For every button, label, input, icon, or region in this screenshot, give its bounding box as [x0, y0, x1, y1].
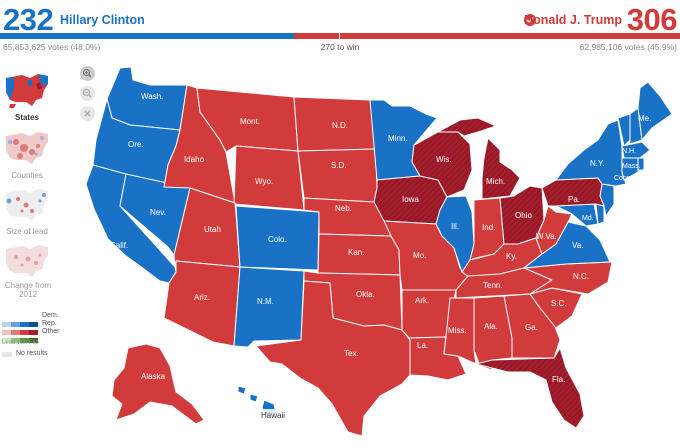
label-nd: N.D. — [332, 121, 348, 130]
label-or: Ore. — [128, 140, 144, 149]
label-ct: Conn. — [614, 175, 633, 182]
label-nv: Nev. — [150, 208, 166, 217]
label-wv: W.Va. — [536, 232, 557, 241]
label-tx: Tex. — [344, 349, 359, 358]
legend-row-dem: Dem. — [2, 312, 59, 327]
state-mi[interactable] — [481, 137, 521, 200]
state-de[interactable] — [595, 203, 605, 225]
label-hi: Hawaii — [261, 411, 285, 420]
label-ne: Neb. — [335, 204, 352, 213]
legend-row-other: Other — [2, 328, 60, 343]
label-wi: Wis. — [436, 155, 452, 164]
label-az: Ariz. — [194, 293, 210, 302]
hawaii-label-bg — [259, 409, 285, 420]
label-me: Me. — [638, 114, 651, 123]
no-results-label: No results — [16, 350, 48, 357]
state-fl[interactable] — [475, 347, 585, 429]
winner-check-icon — [524, 14, 536, 26]
label-ma: Mass. — [622, 163, 641, 170]
electoral-bar-270-marker — [339, 33, 340, 39]
label-nc: N.C. — [573, 272, 589, 281]
state-sd[interactable] — [297, 148, 378, 203]
state-nm[interactable] — [233, 266, 305, 348]
zoom-out-button[interactable] — [80, 86, 95, 101]
zoom-in-icon — [82, 68, 92, 78]
zoom-in-button[interactable] — [80, 66, 95, 81]
label-oh: Ohio — [515, 211, 532, 220]
view-change-from-2012-thumbnail[interactable] — [2, 241, 52, 281]
label-nm: N.M. — [257, 297, 274, 306]
label-ok: Okla. — [356, 290, 375, 299]
dem-electoral-votes: 232 — [3, 2, 54, 37]
close-icon — [84, 110, 91, 117]
electoral-bar-dem — [0, 33, 294, 39]
label-ar: Ark. — [415, 296, 429, 305]
label-tn: Tenn. — [483, 281, 503, 290]
reset-zoom-button[interactable] — [80, 106, 95, 121]
label-ak: Alaska — [141, 372, 166, 381]
label-ca: Calif. — [110, 241, 128, 250]
label-pa: Pa. — [568, 195, 580, 204]
state-mi-up[interactable] — [437, 117, 497, 137]
label-ny: N.Y. — [590, 159, 605, 168]
view-change-from-2012-label[interactable]: Change from 2012 — [4, 281, 52, 299]
view-states-thumbnail[interactable] — [2, 70, 52, 110]
dem-popular-votes: 65,853,625 votes (48.0%) — [3, 42, 101, 52]
label-ga: Ga. — [525, 323, 538, 332]
label-wy: Wyo. — [255, 177, 273, 186]
label-ky: Ky. — [506, 252, 517, 261]
label-co: Colo. — [268, 235, 287, 244]
label-mn: Minn. — [388, 134, 408, 143]
label-al: Ala. — [484, 322, 498, 331]
legend-dem-label: Dem. — [42, 312, 59, 319]
legend-rep-label: Rep. — [42, 320, 57, 327]
state-az[interactable] — [163, 260, 241, 347]
view-states-label[interactable]: States — [14, 113, 39, 122]
label-in: Ind. — [482, 223, 495, 232]
label-ms: Miss. — [448, 326, 467, 335]
state-ma[interactable] — [621, 141, 651, 159]
label-va: Va. — [572, 241, 583, 250]
label-ks: Kan. — [348, 248, 364, 257]
dem-candidate-name: Hillary Clinton — [60, 13, 145, 27]
label-md: Md. — [582, 215, 594, 222]
label-wa: Wash. — [141, 92, 163, 101]
label-mi: Mich. — [486, 177, 505, 186]
view-size-of-lead-label[interactable]: Size of lead — [6, 227, 48, 236]
rep-electoral-votes: 306 — [626, 2, 678, 37]
view-size-of-lead-thumbnail[interactable] — [2, 185, 52, 225]
legend-sublabel: Lead Win Flip — [2, 340, 39, 346]
label-ia: Iowa — [402, 195, 419, 204]
label-mo: Mo. — [413, 251, 426, 260]
label-id: Idaho — [184, 155, 205, 164]
electoral-bar — [0, 33, 680, 39]
rep-candidate-name: Donald J. Trump — [524, 13, 622, 27]
legend-row-rep: Rep. — [2, 320, 57, 335]
label-la: La. — [417, 341, 428, 350]
no-results-swatch — [2, 352, 12, 357]
label-ut: Utah — [204, 225, 221, 234]
label-nh: N.H. — [622, 148, 636, 155]
label-fl: Fla. — [552, 375, 565, 384]
label-sc: S.C. — [551, 299, 567, 308]
legend-other-label: Other — [42, 328, 60, 335]
view-counties-label[interactable]: Counties — [11, 171, 43, 180]
label-sd: S.D. — [331, 161, 347, 170]
state-ak[interactable] — [111, 343, 205, 425]
results-header: 232 Hillary Clinton Donald J. Trump 306 … — [0, 0, 680, 56]
rep-popular-votes: 62,985,106 votes (45.9%) — [579, 42, 677, 52]
view-counties-thumbnail[interactable] — [2, 128, 52, 168]
to-win-label: 270 to win — [320, 42, 360, 52]
state-me[interactable] — [637, 81, 673, 141]
zoom-out-icon — [82, 88, 92, 98]
state-ct[interactable] — [621, 157, 639, 181]
state-tx[interactable] — [255, 280, 411, 437]
label-mt: Mont. — [240, 117, 260, 126]
label-vt: Vt. — [610, 112, 619, 119]
label-il: Ill. — [451, 222, 459, 231]
